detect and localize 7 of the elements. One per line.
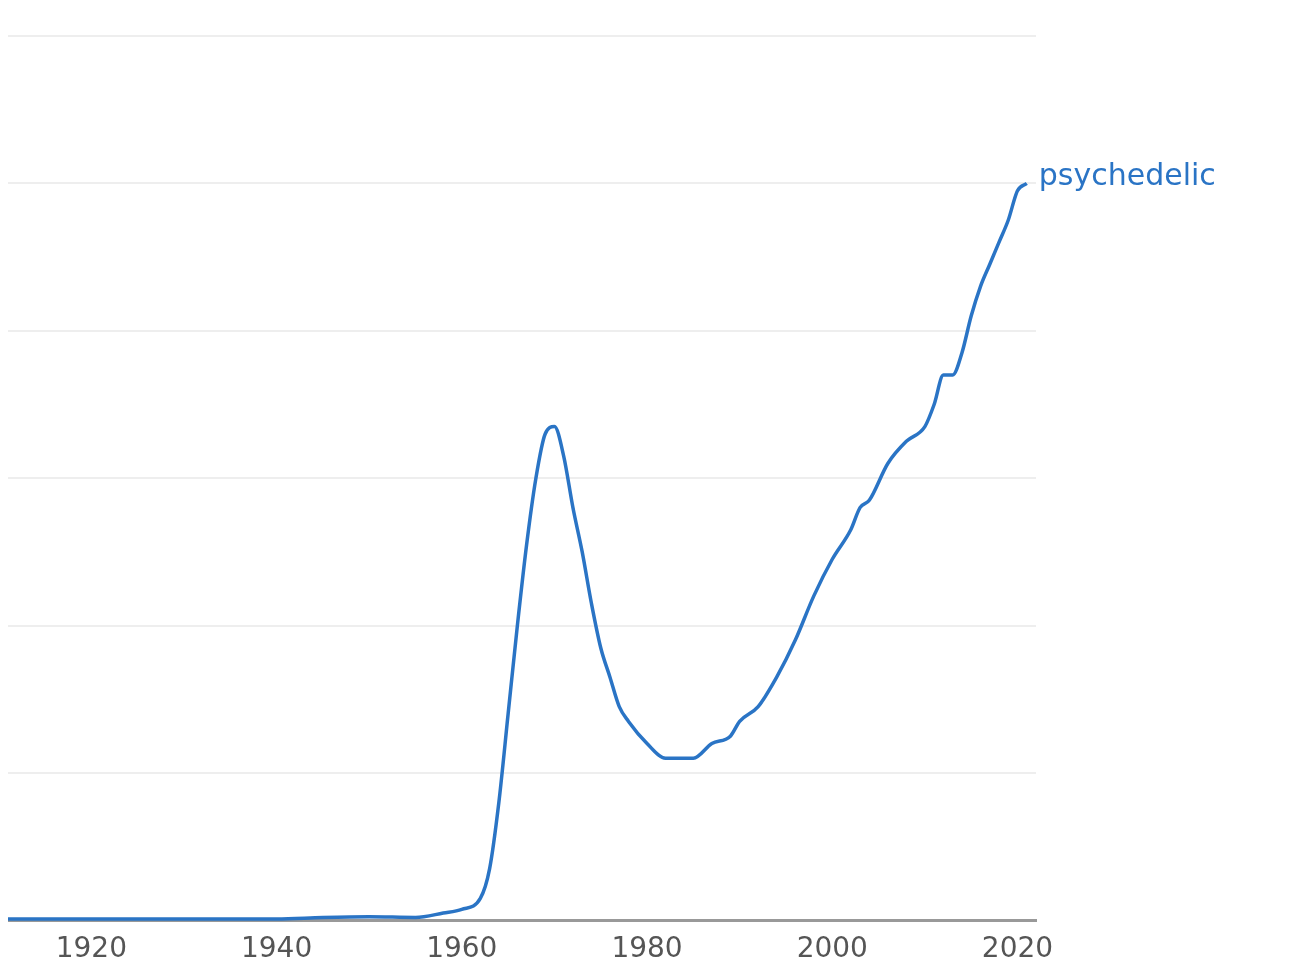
x-tick-label: 1920 — [55, 931, 127, 965]
x-tick-label: 2020 — [981, 931, 1054, 965]
x-tick-label: 1980 — [611, 931, 683, 965]
x-tick-label: 1960 — [426, 931, 498, 965]
x-tick-label: 1940 — [240, 931, 313, 965]
series-label: psychedelic — [1038, 157, 1216, 193]
x-tick-label: 2000 — [796, 931, 868, 965]
